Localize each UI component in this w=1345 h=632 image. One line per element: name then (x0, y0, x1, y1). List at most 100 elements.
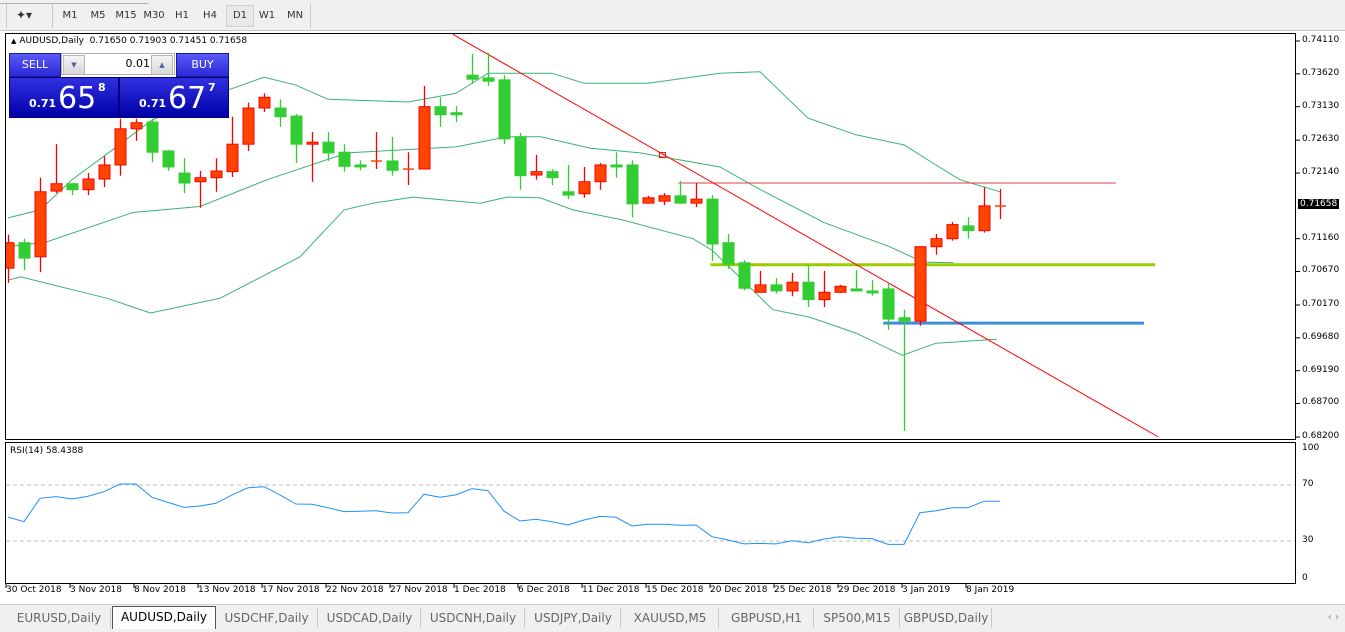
candle-body (418, 106, 431, 170)
candle (866, 280, 879, 296)
tab-scroll-arrows-icon[interactable]: ‹ › (1327, 612, 1339, 623)
toolbar-separator (310, 4, 311, 28)
candle (258, 93, 271, 113)
candle (498, 75, 511, 145)
candle-body (754, 284, 767, 293)
chart-info: ▲ AUDUSD,Daily 0.71650 0.71903 0.71451 0.… (11, 36, 247, 46)
candle (434, 97, 447, 127)
candle (562, 164, 575, 200)
chart-tab[interactable]: SP500,M15 (815, 608, 900, 628)
candle-body (690, 198, 703, 204)
candle-body (562, 191, 575, 196)
buy-price-box[interactable]: 0.71 67 7 (119, 77, 229, 118)
sell-button[interactable]: SELL (9, 53, 61, 77)
current-price-label: 0.71658 (1298, 199, 1340, 210)
candle (242, 102, 255, 151)
candle (371, 132, 382, 169)
candle-body (850, 288, 863, 292)
buy-price-pips: 67 (168, 81, 207, 116)
candle-body (610, 164, 623, 168)
candle-body (530, 171, 543, 176)
candle (962, 217, 975, 239)
candle-body (354, 164, 367, 168)
chart-tab[interactable]: GBPUSD,H1 (720, 608, 814, 628)
candle-body (946, 224, 959, 240)
sell-price-box[interactable]: 0.71 65 8 (9, 77, 119, 118)
toolbar-top-edge (0, 0, 148, 4)
timeframe-m1[interactable]: M1 (62, 10, 78, 21)
candle (18, 238, 31, 271)
chart-tab[interactable]: XAUUSD,M5 (622, 608, 719, 628)
candle (82, 173, 95, 196)
timeframe-mn[interactable]: MN (286, 10, 304, 21)
candle (946, 221, 959, 241)
chart-tab[interactable]: USDCAD,Daily (319, 608, 421, 628)
line-tools-icon[interactable]: ✦▾ (16, 8, 33, 22)
buy-button[interactable]: BUY (176, 53, 229, 77)
candle-body (930, 238, 943, 248)
timeframe-m5[interactable]: M5 (90, 10, 106, 21)
candle-body (658, 195, 671, 202)
candle (514, 132, 527, 190)
timeframe-m30[interactable]: M30 (143, 10, 165, 21)
candle-body (274, 107, 287, 118)
chart-tabs: EURUSD,Daily AUDUSD,Daily USDCHF,Daily USDC… (0, 604, 1345, 632)
chart-tab[interactable]: USDJPY,Daily (526, 608, 621, 628)
trendline (452, 34, 1159, 438)
candle (898, 309, 911, 431)
candle-body (146, 121, 159, 153)
candle-body (722, 242, 735, 265)
candle (850, 270, 863, 292)
candle (626, 160, 639, 218)
lot-size-field[interactable]: ▼ 0.01 ▲ (61, 53, 175, 75)
chart-tab[interactable]: EURUSD,Daily (8, 608, 111, 628)
candle-body (386, 160, 399, 171)
date-axis-label: 15 Dec 2018 (646, 585, 704, 595)
candle (546, 168, 559, 186)
candle-body (403, 168, 414, 170)
candle (162, 150, 175, 171)
chart-tab[interactable]: USDCHF,Daily (216, 608, 318, 628)
timeframe-m15[interactable]: M15 (115, 10, 137, 21)
candle (306, 132, 319, 182)
candle (146, 118, 159, 163)
bollinger-middle-band (7, 136, 954, 264)
timeframe-h4[interactable]: H4 (203, 10, 217, 21)
candle (354, 160, 367, 171)
lot-decrease-button[interactable]: ▼ (63, 55, 85, 75)
candle-body (882, 288, 895, 320)
timeframe-w1[interactable]: W1 (258, 10, 276, 21)
lot-increase-button[interactable]: ▲ (151, 55, 173, 75)
candle-body (210, 170, 223, 179)
candle (274, 99, 287, 127)
timeframe-d1[interactable]: D1 (226, 5, 254, 27)
price-axis-label: 0.68200 (1302, 431, 1340, 441)
candle (978, 187, 991, 233)
candle (194, 170, 207, 208)
date-axis-label: 3 Nov 2018 (70, 585, 122, 595)
candle-body (66, 183, 79, 191)
candle-body (242, 107, 255, 145)
chart-tab[interactable]: GBPUSD,Daily (901, 608, 992, 628)
collapse-triangle-icon[interactable]: ▲ (11, 37, 17, 45)
candle (290, 114, 303, 163)
candle-body (322, 141, 335, 154)
candle-body (306, 141, 319, 145)
price-axis-label: 0.69680 (1302, 331, 1340, 342)
chart-tab[interactable]: USDCNH,Daily (422, 608, 525, 628)
lot-size-value[interactable]: 0.01 (125, 57, 151, 70)
rsi-axis-label: 30 (1302, 535, 1314, 545)
sell-price-prefix: 0.71 (29, 97, 57, 110)
price-axis-label: 0.70170 (1302, 299, 1340, 309)
candle (322, 132, 335, 161)
candle-body (962, 225, 975, 232)
candle (914, 246, 927, 326)
candle-body (450, 112, 463, 116)
buy-price-fraction: 7 (208, 81, 216, 94)
price-axis-label: 0.68700 (1302, 397, 1340, 408)
candle (674, 181, 687, 204)
chart-tab[interactable]: AUDUSD,Daily (112, 606, 216, 629)
price-axis-label: 0.72630 (1302, 134, 1340, 145)
timeframe-h1[interactable]: H1 (175, 10, 189, 21)
candle-body (738, 262, 751, 289)
